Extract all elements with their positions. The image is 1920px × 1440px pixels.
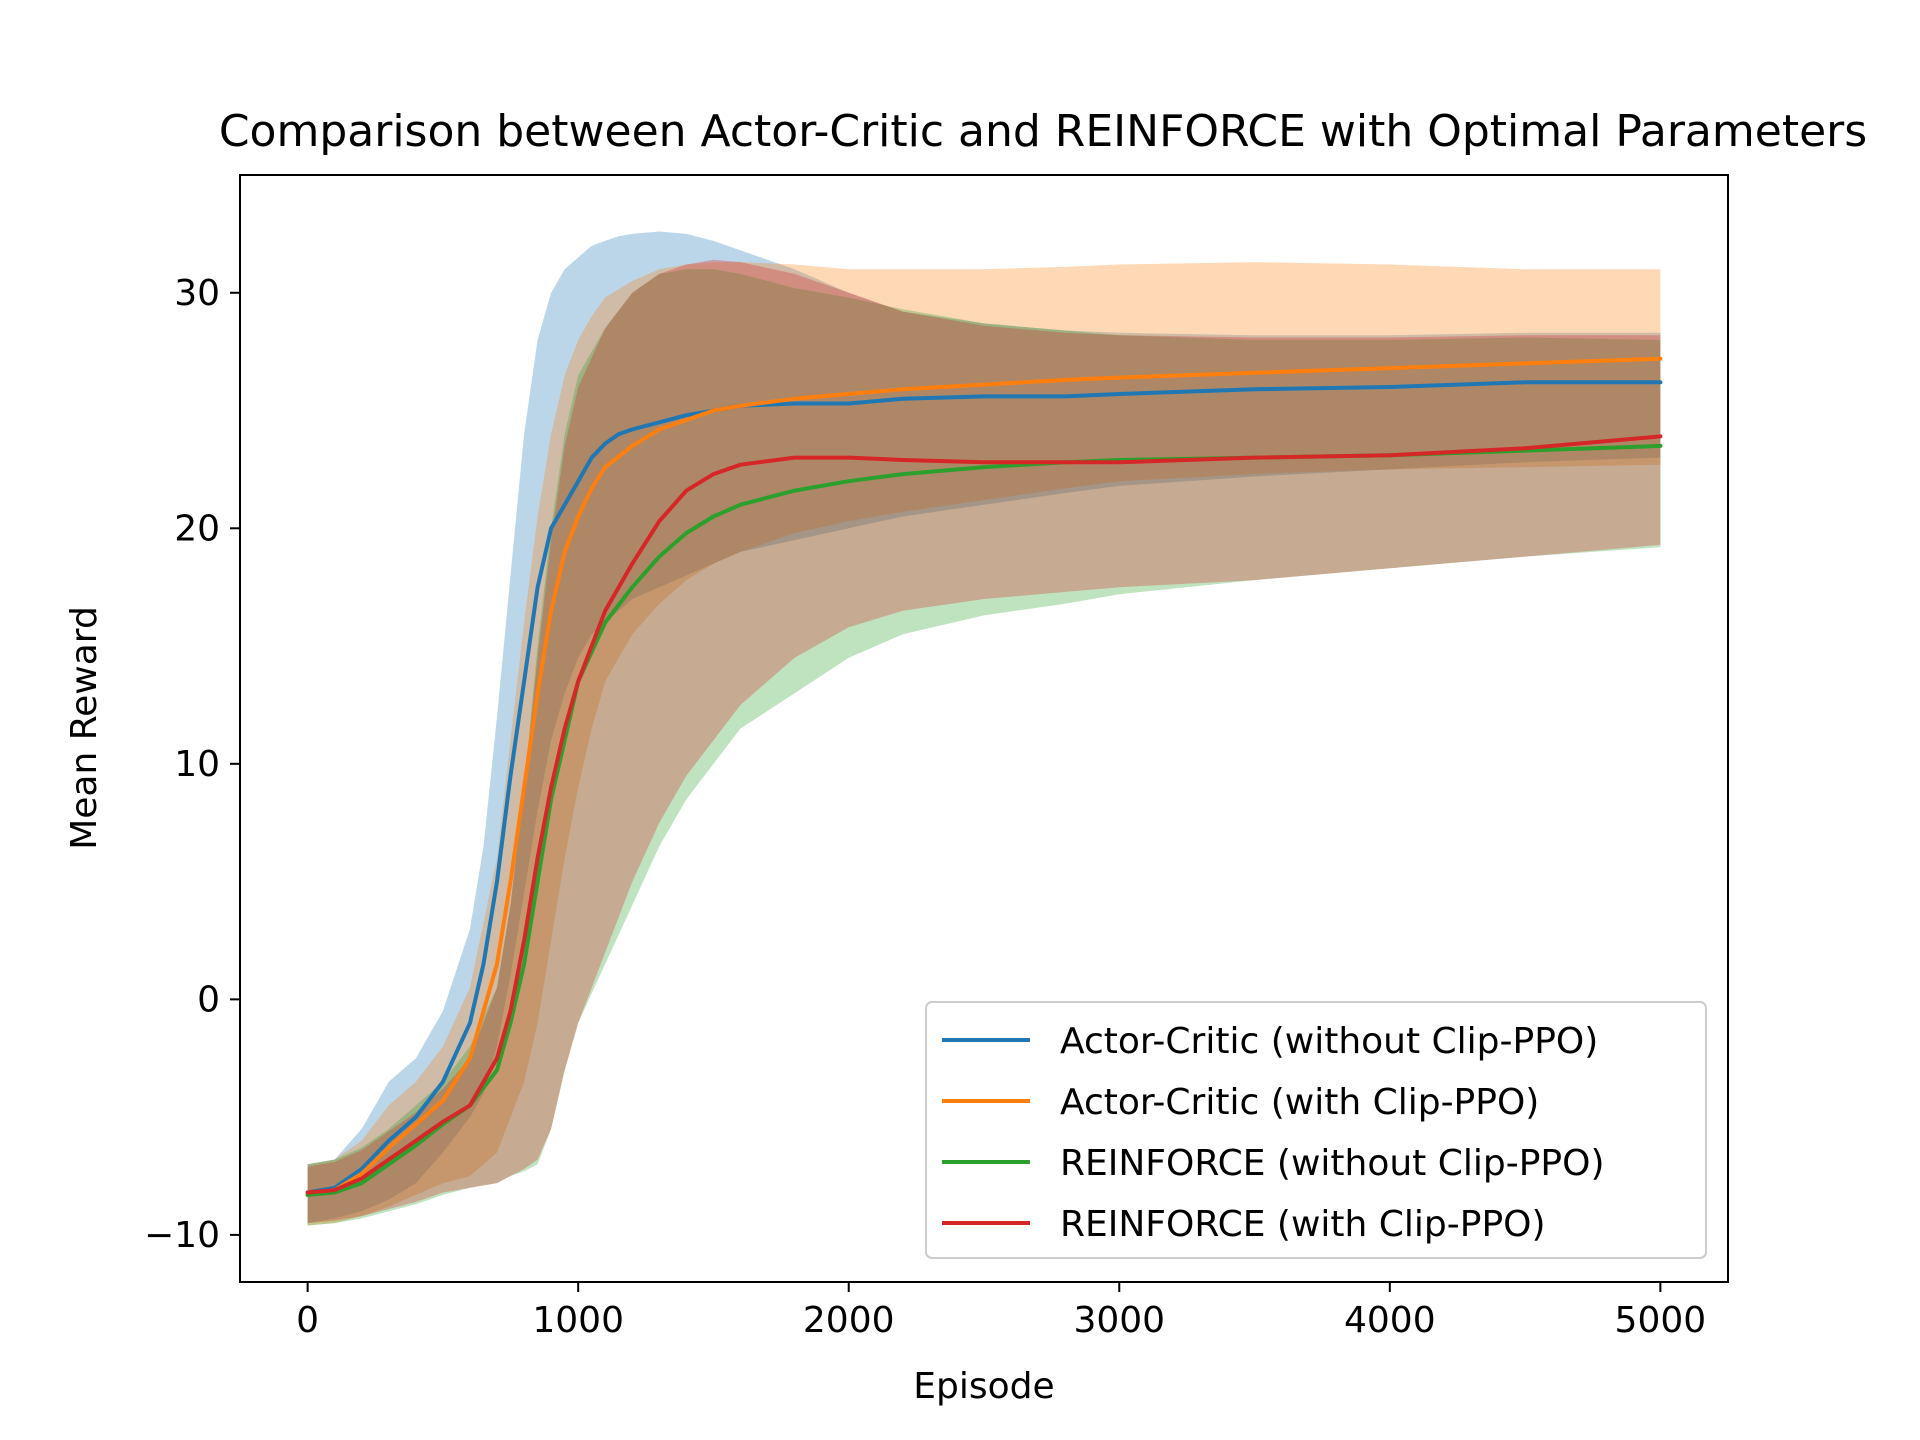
x-tick-label: 4000 — [1344, 1300, 1436, 1341]
band-series-3 — [307, 259, 1661, 1224]
legend-label: REINFORCE (with Clip-PPO) — [1060, 1204, 1546, 1245]
x-axis-label: Episode — [913, 1366, 1054, 1407]
plot-area-frame — [239, 174, 1729, 1283]
x-tick-label: 1000 — [532, 1300, 624, 1341]
x-axis-ticks: 0 1000 2000 3000 4000 5000 — [296, 1282, 1706, 1341]
y-tick-label: −10 — [144, 1215, 220, 1256]
y-tick-label: 30 — [174, 273, 220, 314]
confidence-bands — [307, 231, 1661, 1226]
y-axis-ticks: −10 0 10 20 30 — [144, 273, 240, 1256]
y-tick-label: 10 — [174, 744, 220, 785]
x-tick-label: 2000 — [803, 1300, 895, 1341]
line-series-0 — [305, 380, 1663, 1195]
band-series-0 — [307, 231, 1661, 1224]
legend-label: Actor-Critic (with Clip-PPO) — [1060, 1082, 1539, 1123]
band-series-2 — [307, 269, 1661, 1226]
legend-frame — [925, 1001, 1707, 1259]
y-tick-label: 20 — [174, 508, 220, 549]
y-tick-label: 0 — [197, 979, 220, 1020]
line-series-1 — [305, 356, 1663, 1197]
x-tick-label: 3000 — [1073, 1300, 1165, 1341]
chart-title: Comparison between Actor-Critic and REIN… — [219, 106, 1867, 157]
x-tick-label: 0 — [296, 1300, 319, 1341]
x-tick-label: 5000 — [1615, 1300, 1707, 1341]
line-series-3 — [305, 434, 1663, 1195]
legend-label: Actor-Critic (without Clip-PPO) — [1060, 1021, 1598, 1062]
legend-label: REINFORCE (without Clip-PPO) — [1060, 1143, 1605, 1184]
y-axis-label: Mean Reward — [64, 606, 105, 850]
legend: Actor-Critic (without Clip-PPO) Actor-Cri… — [925, 1001, 1707, 1259]
series-lines — [305, 356, 1663, 1197]
band-series-1 — [307, 262, 1661, 1226]
